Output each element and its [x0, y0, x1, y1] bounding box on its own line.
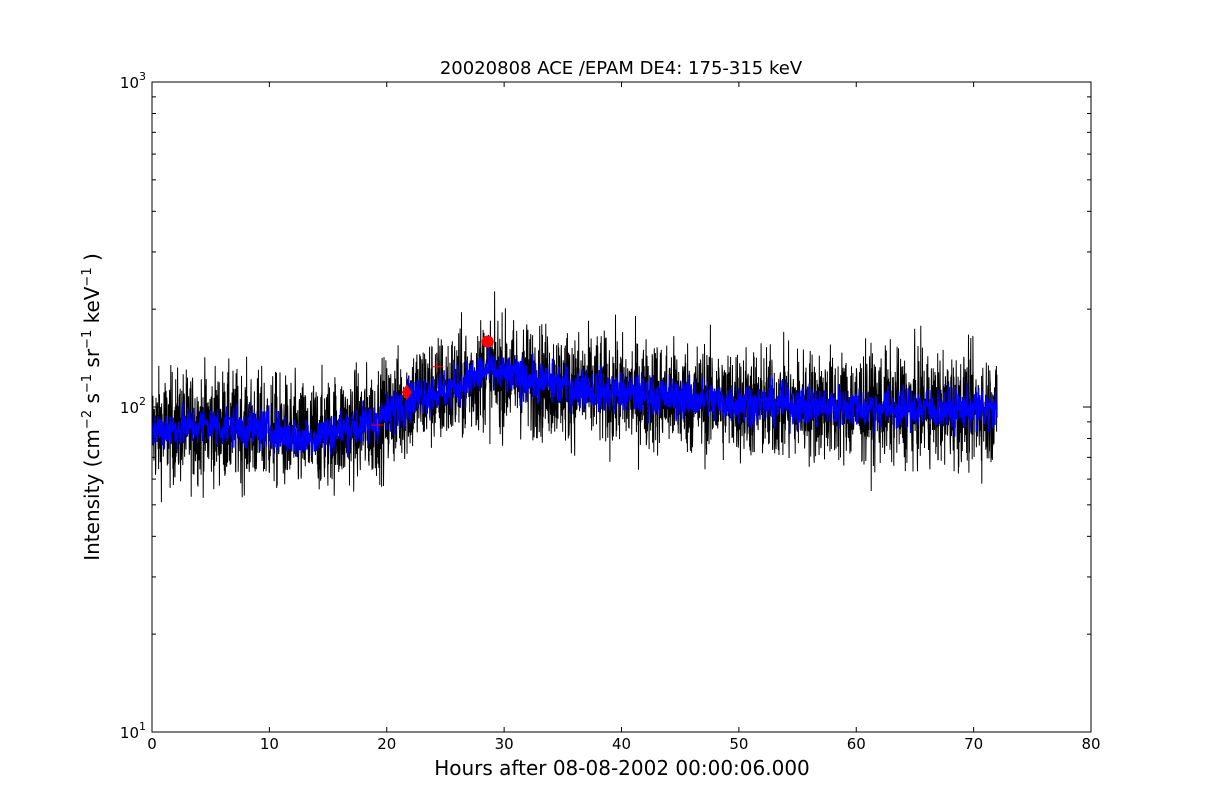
- y-axis-label-exponent: −1: [80, 330, 95, 349]
- event-marker-plus: [431, 360, 444, 373]
- y-tick-label: 102: [120, 395, 146, 417]
- x-tick-label: 20: [377, 735, 396, 753]
- x-tick-label: 50: [729, 735, 748, 753]
- y-axis-label-exponent: −1: [80, 374, 95, 393]
- y-axis-label-part: keV: [80, 286, 104, 330]
- event-marker-circle: [481, 335, 494, 348]
- x-tick-label: 0: [147, 735, 157, 753]
- y-tick-label: 101: [120, 720, 146, 742]
- x-tick-label: 80: [1081, 735, 1100, 753]
- x-tick-label: 10: [260, 735, 279, 753]
- y-axis-label-exponent: −2: [80, 410, 95, 429]
- x-tick-label: 60: [847, 735, 866, 753]
- y-axis-label-exponent: −1: [80, 267, 95, 286]
- y-tick-label: 103: [120, 70, 146, 92]
- event-marker-plus: [371, 419, 384, 432]
- x-tick-label: 70: [964, 735, 983, 753]
- y-axis-label: Intensity (cm−2 s−1 sr−1 keV−1 ): [80, 253, 104, 561]
- event-marker-diamond: [401, 384, 412, 401]
- event-markers: [371, 335, 494, 432]
- y-axis-label-part: sr: [80, 348, 104, 374]
- plot-area: [152, 291, 998, 503]
- y-axis-label-part: s: [80, 393, 104, 410]
- y-axis-label-part: ): [80, 253, 104, 267]
- x-tick-label: 30: [495, 735, 514, 753]
- x-tick-label: 40: [612, 735, 631, 753]
- axis-ticks: 0 10 20 30 40 50 60 70 80 101 102 103: [120, 70, 1101, 753]
- chart-title: 20020808 ACE /EPAM DE4: 175-315 keV: [440, 58, 803, 79]
- y-axis-label-part: Intensity (cm: [80, 429, 104, 561]
- x-axis-label: Hours after 08-08-2002 00:00:06.000: [434, 756, 810, 780]
- series-line-1: [152, 341, 998, 459]
